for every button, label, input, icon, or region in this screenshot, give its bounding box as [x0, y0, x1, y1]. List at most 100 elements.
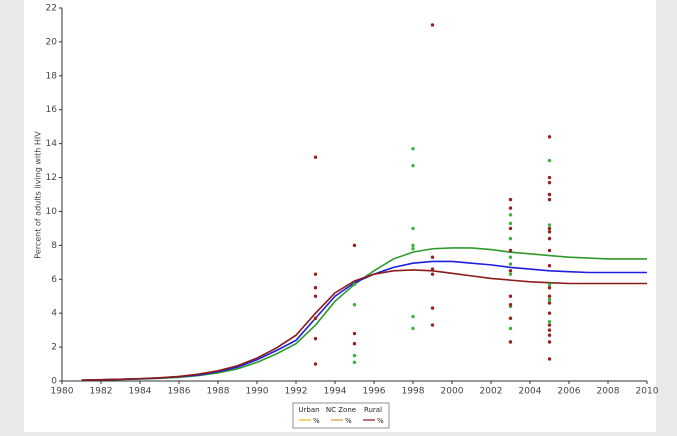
- scatter-point: [352, 331, 357, 336]
- x-tick-label: 2004: [519, 387, 542, 397]
- scatter-point: [547, 135, 552, 139]
- scatter-point: [411, 326, 415, 331]
- scatter-point: [547, 197, 552, 202]
- scatter-point: [411, 147, 415, 151]
- plot-panel: [24, 0, 656, 432]
- x-tick-label: 2008: [597, 387, 620, 397]
- x-tick-label: 1982: [90, 387, 113, 397]
- scatter-point: [547, 282, 552, 287]
- series-line: [81, 269, 647, 381]
- scatter-point: [547, 248, 552, 253]
- scatter-point: [547, 357, 552, 361]
- scatter-point: [547, 230, 552, 234]
- x-tick-label: 1998: [402, 387, 425, 397]
- scatter-point: [547, 340, 552, 344]
- x-tick-label: 2010: [636, 387, 659, 397]
- scatter-point: [508, 226, 513, 231]
- scatter-point: [547, 286, 552, 290]
- scatter-point: [508, 255, 513, 259]
- scatter-point: [547, 301, 552, 305]
- scatter-point: [547, 333, 552, 337]
- x-tick-label: 1990: [246, 387, 269, 397]
- x-tick-label: 1994: [324, 387, 347, 397]
- scatter-point: [508, 262, 513, 266]
- y-tick-label: 20: [46, 37, 58, 47]
- scatter-point: [430, 267, 435, 271]
- y-tick-label: 18: [46, 71, 58, 81]
- scatter-point: [430, 23, 435, 27]
- y-tick-label: 4: [51, 309, 57, 319]
- scatter-point: [547, 192, 552, 197]
- scatter-point: [547, 226, 552, 231]
- x-tick-label: 1992: [285, 387, 308, 397]
- scatter-point: [508, 340, 513, 344]
- y-tick-label: 16: [46, 105, 58, 115]
- x-tick-label: 1986: [168, 387, 191, 397]
- x-tick-label: 1984: [129, 387, 152, 397]
- scatter-point: [508, 316, 513, 320]
- scatter-point: [411, 226, 415, 231]
- scatter-point: [313, 155, 318, 159]
- y-tick-label: 12: [46, 173, 57, 183]
- x-tick-label: 2000: [441, 387, 464, 397]
- y-tick-label: 22: [46, 4, 57, 14]
- y-axis-label: Percent of adults living with HIV: [34, 131, 43, 259]
- scatter-point: [508, 236, 513, 241]
- scatter-point: [547, 223, 552, 227]
- legend-label: %: [377, 417, 384, 425]
- scatter-point: [508, 197, 513, 202]
- scatter-point: [508, 294, 513, 298]
- scatter-point: [508, 326, 513, 331]
- scatter-point: [508, 206, 513, 210]
- y-tick-label: 10: [46, 207, 58, 217]
- x-tick-label: 1988: [207, 387, 230, 397]
- legend-box: [292, 402, 390, 429]
- scatter-point: [547, 264, 552, 268]
- scatter-point: [313, 294, 318, 298]
- y-tick-label: 8: [51, 241, 57, 251]
- scatter-point: [547, 236, 552, 241]
- y-tick-label: 2: [51, 343, 57, 353]
- scatter-point: [313, 336, 318, 341]
- scatter-point: [352, 353, 357, 358]
- scatter-point: [430, 306, 435, 310]
- scatter-point: [508, 248, 513, 253]
- scatter-point: [430, 255, 435, 259]
- scatter-point: [547, 180, 552, 185]
- scatter-point: [411, 163, 415, 168]
- x-tick-label: 1996: [363, 387, 386, 397]
- scatter-point: [547, 175, 552, 180]
- scatter-point: [508, 272, 513, 276]
- scatter-point: [508, 213, 513, 217]
- scatter-point: [313, 272, 318, 276]
- scatter-point: [352, 282, 357, 287]
- y-tick-label: 14: [46, 139, 58, 149]
- scatter-point: [547, 294, 552, 298]
- scatter-point: [430, 323, 435, 327]
- x-tick-label: 1980: [51, 387, 74, 397]
- scatter-point: [352, 360, 357, 365]
- scatter-point: [547, 158, 552, 163]
- scatter-point: [352, 243, 357, 248]
- legend-label: %: [345, 417, 352, 425]
- scatter-point: [313, 316, 318, 320]
- legend-name: NC Zone: [326, 406, 356, 414]
- x-tick-label: 2002: [480, 387, 503, 397]
- scatter-point: [547, 311, 552, 315]
- x-tick-label: 2006: [558, 387, 581, 397]
- scatter-point: [508, 303, 513, 307]
- scatter-point: [547, 323, 552, 327]
- y-tick-label: 6: [51, 275, 57, 285]
- scatter-point: [508, 221, 513, 226]
- scatter-point: [547, 297, 552, 302]
- y-tick-label: 0: [51, 377, 57, 387]
- scatter-point: [411, 247, 415, 251]
- scatter-point: [411, 314, 415, 319]
- scatter-point: [313, 362, 318, 366]
- legend-name: Urban: [298, 406, 319, 414]
- legend-name: Rural: [364, 406, 382, 414]
- scatter-point: [508, 269, 513, 273]
- scatter-point: [352, 303, 357, 307]
- scatter-point: [547, 319, 552, 324]
